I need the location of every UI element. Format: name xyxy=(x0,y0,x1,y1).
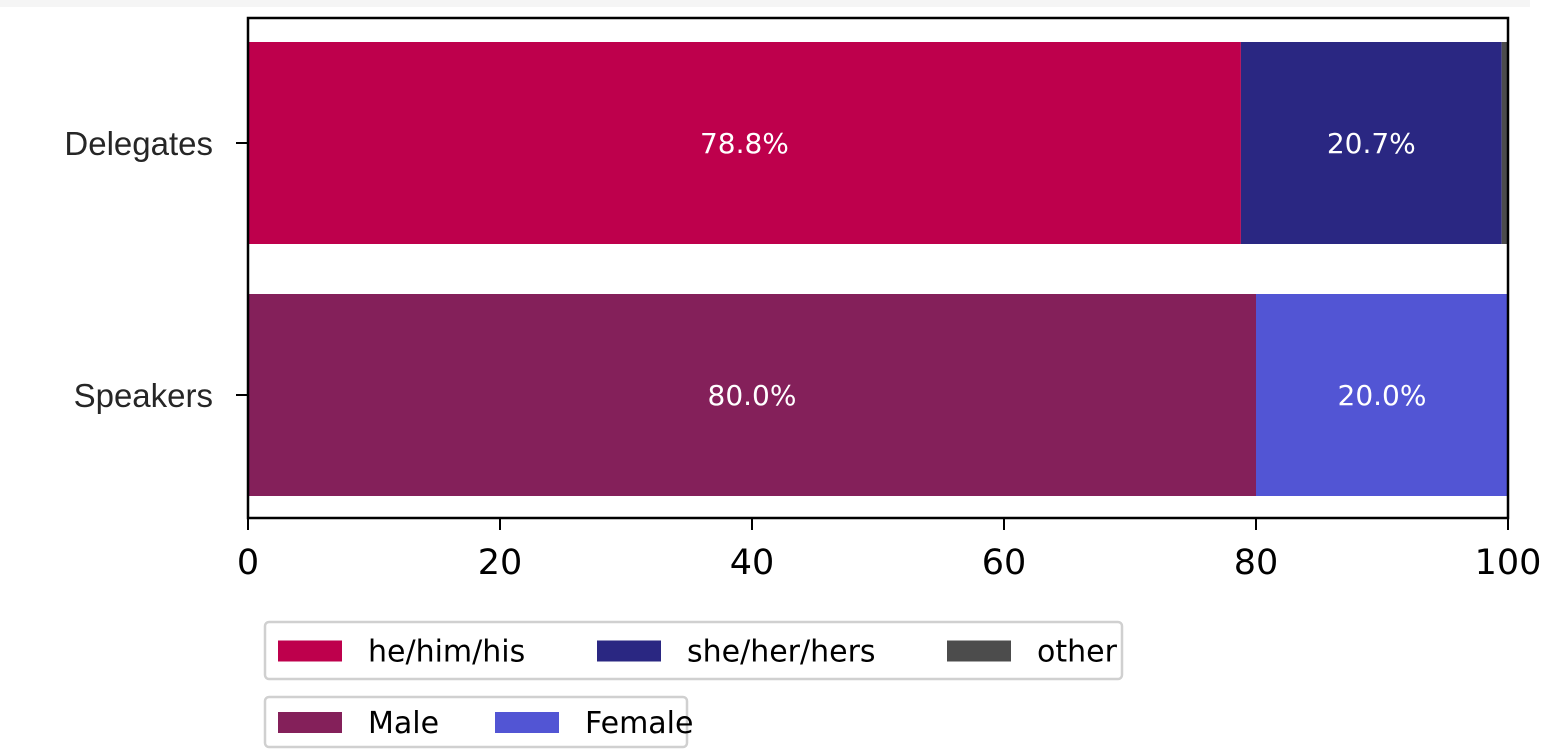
legend-swatch-other xyxy=(947,640,1011,662)
legend-1 xyxy=(263,620,1124,681)
data-label-speakers-female: 20.0% xyxy=(1338,379,1427,412)
x-tick-label-80: 80 xyxy=(1234,543,1279,583)
top-border xyxy=(0,0,1530,7)
data-label-speakers-male: 80.0% xyxy=(708,379,797,412)
legend-swatch-male xyxy=(278,712,342,733)
bar-delegates-he-him-his xyxy=(248,42,1241,244)
bar-speakers-female xyxy=(1256,294,1508,496)
data-label-delegates-he-him-his: 78.8% xyxy=(700,127,789,160)
data-label-delegates-she-her-hers: 20.7% xyxy=(1327,127,1416,160)
legend-label-she-her-hers: she/her/hers xyxy=(687,635,876,670)
x-tick-label-20: 20 xyxy=(478,543,523,583)
x-tick-label-100: 100 xyxy=(1475,543,1542,583)
bar-delegates-other xyxy=(1501,42,1508,244)
bar-delegates-she-her-hers xyxy=(1240,42,1502,244)
legend-label-female: Female xyxy=(585,706,693,741)
x-tick-label-60: 60 xyxy=(982,543,1027,583)
y-tick-label-delegates: Delegates xyxy=(64,125,213,162)
legend-label-other: other xyxy=(1037,635,1118,670)
legend-swatch-she-her-hers xyxy=(597,640,661,662)
bar-speakers-male xyxy=(248,294,1256,496)
legend-2 xyxy=(263,695,689,749)
legend-swatch-female xyxy=(495,712,559,733)
legend-label-he-him-his: he/him/his xyxy=(368,635,525,670)
legend-swatch-he-him-his xyxy=(278,640,342,662)
y-tick-label-speakers: Speakers xyxy=(74,377,213,414)
x-tick-label-40: 40 xyxy=(730,543,775,583)
legend-label-male: Male xyxy=(368,706,439,741)
plot-frame xyxy=(246,16,1510,520)
x-tick-label-0: 0 xyxy=(237,543,259,583)
